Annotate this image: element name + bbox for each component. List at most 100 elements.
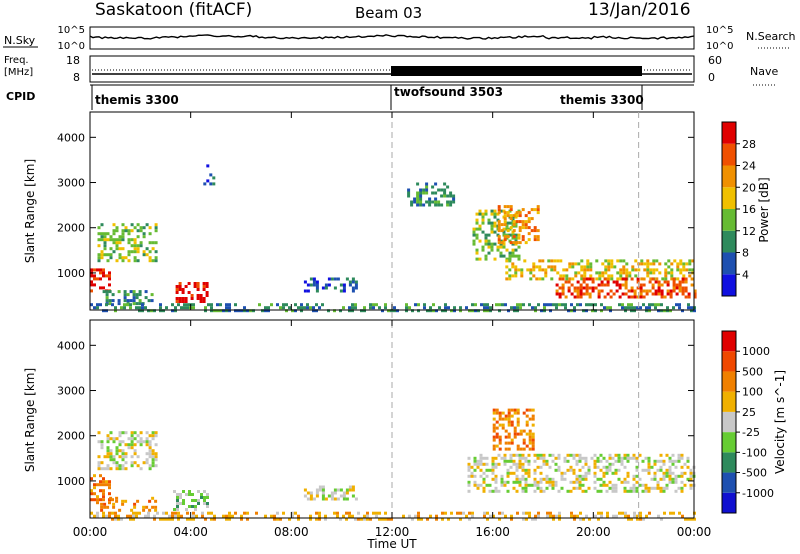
velocity-cell xyxy=(96,514,99,518)
power-cell xyxy=(586,265,590,269)
power-cell xyxy=(618,286,622,290)
power-cell xyxy=(655,277,659,281)
power-cell xyxy=(678,283,682,287)
velocity-cell xyxy=(525,423,529,427)
velocity-cell xyxy=(557,489,561,493)
velocity-cell xyxy=(650,486,654,490)
velocity-cell xyxy=(279,517,282,521)
velocity-cell xyxy=(147,514,150,518)
velocity-cell xyxy=(435,517,438,521)
power-cell xyxy=(625,262,629,266)
velocity-cell xyxy=(522,441,526,445)
power-cell xyxy=(261,309,264,313)
velocity-cell xyxy=(111,511,114,515)
velocity-cell xyxy=(539,489,543,493)
power-cell xyxy=(679,262,683,266)
power-cell xyxy=(543,303,546,307)
velocity-cell xyxy=(162,511,165,515)
power-cell xyxy=(414,303,417,307)
velocity-cell xyxy=(491,462,495,466)
velocity-cell xyxy=(644,483,648,487)
velocity-cell xyxy=(500,456,504,460)
power-cell xyxy=(108,290,112,294)
power-cell xyxy=(147,309,150,313)
velocity-cell xyxy=(533,477,537,481)
power-cell xyxy=(600,283,604,287)
velocity-cell xyxy=(578,486,582,490)
power-cell xyxy=(573,309,576,313)
power-cell xyxy=(497,205,501,209)
power-cell xyxy=(471,309,474,313)
velocity-cell xyxy=(488,483,492,487)
power-cell xyxy=(591,280,595,284)
velocity-cell xyxy=(494,456,498,460)
power-cell xyxy=(222,309,225,313)
velocity-cell xyxy=(473,474,477,478)
power-cell xyxy=(303,280,307,284)
velocity-cell xyxy=(689,486,693,490)
velocity-cell xyxy=(584,456,588,460)
velocity-cell xyxy=(650,465,654,469)
velocity-cell xyxy=(605,459,609,463)
velocity-cell xyxy=(171,517,174,521)
velocity-cell xyxy=(507,432,511,436)
power-cell xyxy=(487,239,491,243)
power-cell xyxy=(97,256,101,260)
power-cell xyxy=(543,309,546,313)
velocity-cell xyxy=(136,499,140,503)
velocity-cell xyxy=(665,468,669,472)
power-cell xyxy=(348,306,351,310)
power-cell xyxy=(682,274,686,278)
velocity-cell xyxy=(303,488,307,492)
power-cell xyxy=(633,295,637,299)
colorbar-tick-label: -1000 xyxy=(742,487,774,500)
power-cell xyxy=(121,256,125,260)
velocity-cell xyxy=(524,459,528,463)
velocity-cell xyxy=(497,453,501,457)
velocity-cell xyxy=(515,465,519,469)
power-cell xyxy=(142,232,146,236)
power-cell xyxy=(640,262,644,266)
power-cell xyxy=(115,229,119,233)
power-cell xyxy=(109,253,113,257)
power-cell xyxy=(129,303,132,307)
power-cell xyxy=(518,211,522,215)
power-cell xyxy=(139,244,143,248)
velocity-cell xyxy=(115,499,119,503)
power-cell xyxy=(100,223,104,227)
velocity-cell xyxy=(99,489,102,493)
power-cell xyxy=(324,283,328,287)
power-cell xyxy=(571,265,575,269)
power-cell xyxy=(610,265,614,269)
power-cell xyxy=(138,299,142,303)
power-cell xyxy=(600,309,603,313)
power-cell xyxy=(576,286,580,290)
velocity-cell xyxy=(507,420,511,424)
velocity-cell xyxy=(154,499,158,503)
power-cell xyxy=(664,268,668,272)
power-cell xyxy=(90,283,93,287)
velocity-cell xyxy=(176,499,179,502)
power-cell xyxy=(483,306,486,310)
power-cell xyxy=(576,292,580,296)
velocity-cell xyxy=(623,456,627,460)
power-cell xyxy=(568,265,572,269)
velocity-cell xyxy=(495,435,499,439)
colorbar-tick-label: -100 xyxy=(742,446,767,459)
velocity-cell xyxy=(689,468,693,472)
power-cell xyxy=(472,227,476,231)
velocity-cell xyxy=(124,431,128,435)
power-cell xyxy=(681,277,685,281)
velocity-cell xyxy=(112,505,116,509)
velocity-cell xyxy=(154,508,158,512)
velocity-cell xyxy=(151,496,155,500)
velocity-cell xyxy=(176,496,179,499)
power-cell xyxy=(478,212,482,216)
velocity-cell xyxy=(467,489,471,493)
power-cell xyxy=(354,286,358,290)
velocity-cell xyxy=(491,456,495,460)
power-cell xyxy=(270,303,273,307)
velocity-cell xyxy=(467,483,471,487)
power-cell xyxy=(678,280,682,284)
